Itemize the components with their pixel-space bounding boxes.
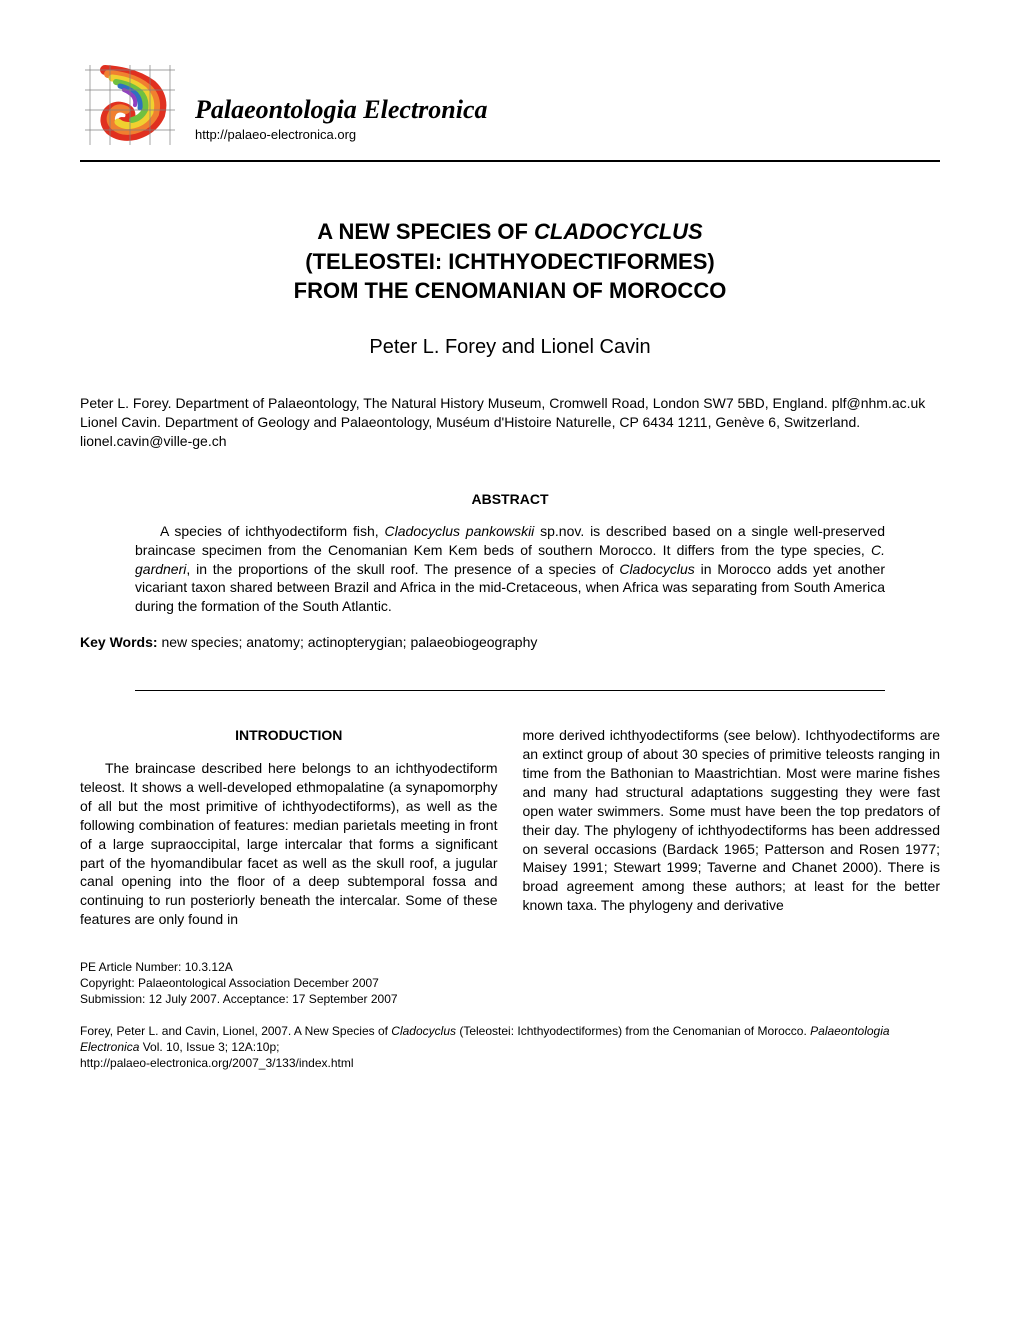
title-line-1: A NEW SPECIES OF CLADOCYCLUS (80, 217, 940, 247)
column-left: INTRODUCTION The braincase described her… (80, 726, 498, 929)
title-line-3: FROM THE CENOMANIAN OF MOROCCO (80, 276, 940, 306)
article-title: A NEW SPECIES OF CLADOCYCLUS (TELEOSTEI:… (80, 217, 940, 306)
intro-paragraph: The braincase described here belongs to … (80, 759, 498, 929)
keywords-label: Key Words: (80, 634, 161, 650)
authors: Peter L. Forey and Lionel Cavin (80, 336, 940, 359)
abstract-heading: ABSTRACT (80, 491, 940, 507)
abstract-text: A species of ichthyodectiform fish, Clad… (135, 522, 885, 616)
footer-meta: PE Article Number: 10.3.12A Copyright: P… (80, 959, 940, 1008)
body-rule (135, 690, 885, 691)
article-number: PE Article Number: 10.3.12A (80, 959, 940, 975)
title-genus: CLADOCYCLUS (534, 219, 703, 244)
title-text: A NEW SPECIES OF (317, 219, 534, 244)
journal-logo (80, 60, 180, 150)
column-right: more derived ichthyodectiforms (see belo… (523, 726, 941, 929)
intro-heading: INTRODUCTION (80, 726, 498, 745)
journal-header: Palaeontologia Electronica http://palaeo… (80, 60, 940, 150)
affiliations: Peter L. Forey. Department of Palaeontol… (80, 394, 940, 451)
journal-info: Palaeontologia Electronica http://palaeo… (195, 95, 488, 150)
copyright: Copyright: Palaeontological Association … (80, 975, 940, 991)
keywords: Key Words: new species; anatomy; actinop… (80, 634, 940, 650)
intro-continued: more derived ichthyodectiforms (see belo… (523, 726, 941, 915)
submission-dates: Submission: 12 July 2007. Acceptance: 17… (80, 991, 940, 1007)
affiliation-2: Lionel Cavin. Department of Geology and … (80, 413, 940, 451)
citation-part: Forey, Peter L. and Cavin, Lionel, 2007.… (80, 1024, 391, 1038)
title-line-2: (TELEOSTEI: ICHTHYODECTIFORMES) (80, 247, 940, 277)
body-columns: INTRODUCTION The braincase described her… (80, 726, 940, 929)
citation-genus: Cladocyclus (391, 1024, 456, 1038)
citation-part: Vol. 10, Issue 3; 12A:10p; (139, 1040, 279, 1054)
journal-name: Palaeontologia Electronica (195, 95, 488, 125)
citation-part: (Teleostei: Ichthyodectiformes) from the… (456, 1024, 810, 1038)
affiliation-1: Peter L. Forey. Department of Palaeontol… (80, 394, 940, 413)
citation-url[interactable]: http://palaeo-electronica.org/2007_3/133… (80, 1055, 940, 1071)
footer: PE Article Number: 10.3.12A Copyright: P… (80, 959, 940, 1071)
citation: Forey, Peter L. and Cavin, Lionel, 2007.… (80, 1023, 940, 1072)
header-rule (80, 160, 940, 162)
journal-url[interactable]: http://palaeo-electronica.org (195, 127, 488, 142)
keywords-text: new species; anatomy; actinopterygian; p… (161, 634, 537, 650)
abstract-part: , in the proportions of the skull roof. … (186, 561, 619, 577)
abstract-part: A species of ichthyodectiform fish, (160, 523, 385, 539)
abstract-species: Cladocyclus pankowskii (385, 523, 535, 539)
abstract-genus: Cladocyclus (619, 561, 694, 577)
